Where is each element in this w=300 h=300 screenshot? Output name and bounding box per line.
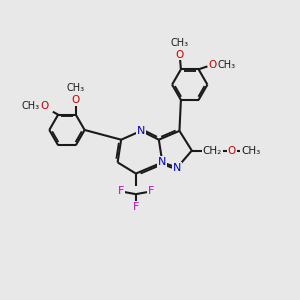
Text: CH₂: CH₂ bbox=[203, 146, 222, 156]
Text: N: N bbox=[137, 126, 146, 136]
Text: CH₃: CH₃ bbox=[22, 101, 40, 111]
Text: O: O bbox=[208, 60, 217, 70]
Text: CH₃: CH₃ bbox=[218, 60, 236, 70]
Text: F: F bbox=[147, 186, 154, 196]
Text: O: O bbox=[175, 50, 184, 60]
Text: F: F bbox=[133, 202, 139, 212]
Text: O: O bbox=[41, 101, 49, 111]
Text: O: O bbox=[72, 95, 80, 105]
Text: CH₃: CH₃ bbox=[67, 83, 85, 93]
Text: CH₃: CH₃ bbox=[241, 146, 260, 156]
Text: N: N bbox=[173, 163, 181, 173]
Text: CH₃: CH₃ bbox=[170, 38, 188, 48]
Text: O: O bbox=[228, 146, 236, 156]
Text: F: F bbox=[118, 186, 124, 196]
Text: N: N bbox=[158, 158, 166, 167]
